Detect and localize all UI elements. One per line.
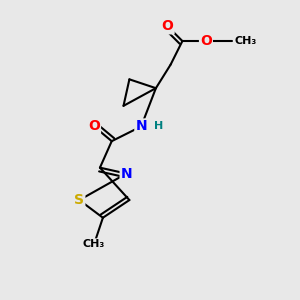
Text: O: O [88, 119, 100, 134]
Text: H: H [154, 122, 163, 131]
Text: N: N [121, 167, 132, 181]
Text: CH₃: CH₃ [235, 36, 257, 46]
Text: N: N [135, 119, 147, 134]
Text: CH₃: CH₃ [83, 239, 105, 249]
Text: O: O [162, 19, 174, 33]
Text: S: S [74, 193, 84, 207]
Text: O: O [200, 34, 212, 48]
